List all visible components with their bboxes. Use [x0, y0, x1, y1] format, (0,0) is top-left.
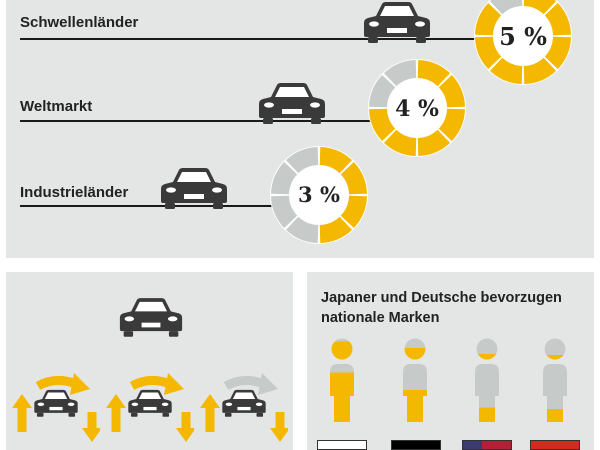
- row-label-schwellenlaender: Schwellenländer: [20, 14, 139, 31]
- car-icon: [257, 81, 327, 125]
- flag-icon-usa: [462, 440, 512, 450]
- row-label-weltmarkt: Weltmarkt: [20, 98, 93, 115]
- donut-segment: [285, 216, 319, 243]
- donut-segment: [438, 74, 465, 108]
- donut-segment: [523, 0, 557, 15]
- donut-segment: [417, 60, 451, 87]
- brand-cycle-panel: [6, 272, 293, 450]
- donut-segment: [523, 57, 557, 84]
- car-icon: [118, 296, 184, 338]
- person-icon: [327, 338, 357, 424]
- cycle-arrows-icon: [12, 373, 100, 442]
- cycle-arrows-icon: [106, 373, 194, 442]
- person-figure: [475, 339, 499, 423]
- donut-background: [368, 59, 466, 157]
- car-icon: [33, 388, 79, 418]
- percent-schwellenlaender: 5 %: [499, 22, 547, 51]
- percent-industrielaender: 3 %: [298, 182, 340, 207]
- donut-segment: [319, 147, 353, 174]
- donut-segment: [475, 36, 502, 70]
- donut-segment: [369, 74, 396, 108]
- car-icon: [127, 388, 173, 418]
- row-line-weltmarkt: [20, 120, 380, 122]
- donut-chart-industrielaender: [270, 146, 368, 244]
- person-icon: [540, 338, 570, 424]
- row-line-schwellenlaender: [20, 38, 490, 40]
- panel-title: Japaner und Deutsche bevorzugen national…: [321, 290, 562, 326]
- donut-segment: [383, 60, 417, 87]
- person-figure: [330, 339, 354, 423]
- donut-segment: [369, 108, 396, 142]
- donut-segment: [475, 2, 502, 36]
- percent-weltmarkt: 4 %: [395, 96, 439, 122]
- donut-segment: [544, 36, 571, 70]
- flag-icon-japan: [317, 440, 367, 450]
- donut-segment: [271, 161, 298, 195]
- person-icon: [472, 338, 502, 424]
- cycle-arrows-icon: [200, 373, 288, 442]
- person-figure: [543, 339, 567, 423]
- growth-panel: Schwellenländer 5 % Weltmarkt 4 % Indust…: [6, 0, 594, 258]
- donut-background: [270, 146, 368, 244]
- donut-segment: [340, 161, 367, 195]
- car-icon: [221, 388, 267, 418]
- flag-icon-china: [530, 440, 580, 450]
- donut-segment: [544, 2, 571, 36]
- national-brands-panel: Japaner und Deutsche bevorzugen national…: [307, 272, 594, 450]
- person-icon: [400, 338, 430, 424]
- donut-segment: [417, 129, 451, 156]
- donut-segment: [489, 0, 523, 15]
- car-icon: [362, 0, 432, 44]
- donut-segment: [438, 108, 465, 142]
- donut-segment: [271, 195, 298, 229]
- flag-icon-germany: [391, 440, 441, 450]
- donut-segment: [489, 57, 523, 84]
- row-label-industrielaender: Industrieländer: [20, 184, 129, 201]
- donut-chart-schwellenlaender: [474, 0, 572, 85]
- car-icon: [159, 166, 229, 210]
- donut-chart-weltmarkt: [368, 59, 466, 157]
- donut-segment: [285, 147, 319, 174]
- donut-segment: [383, 129, 417, 156]
- donut-segment: [319, 216, 353, 243]
- donut-segment: [340, 195, 367, 229]
- person-figure: [403, 339, 427, 423]
- row-line-industrielaender: [20, 205, 282, 207]
